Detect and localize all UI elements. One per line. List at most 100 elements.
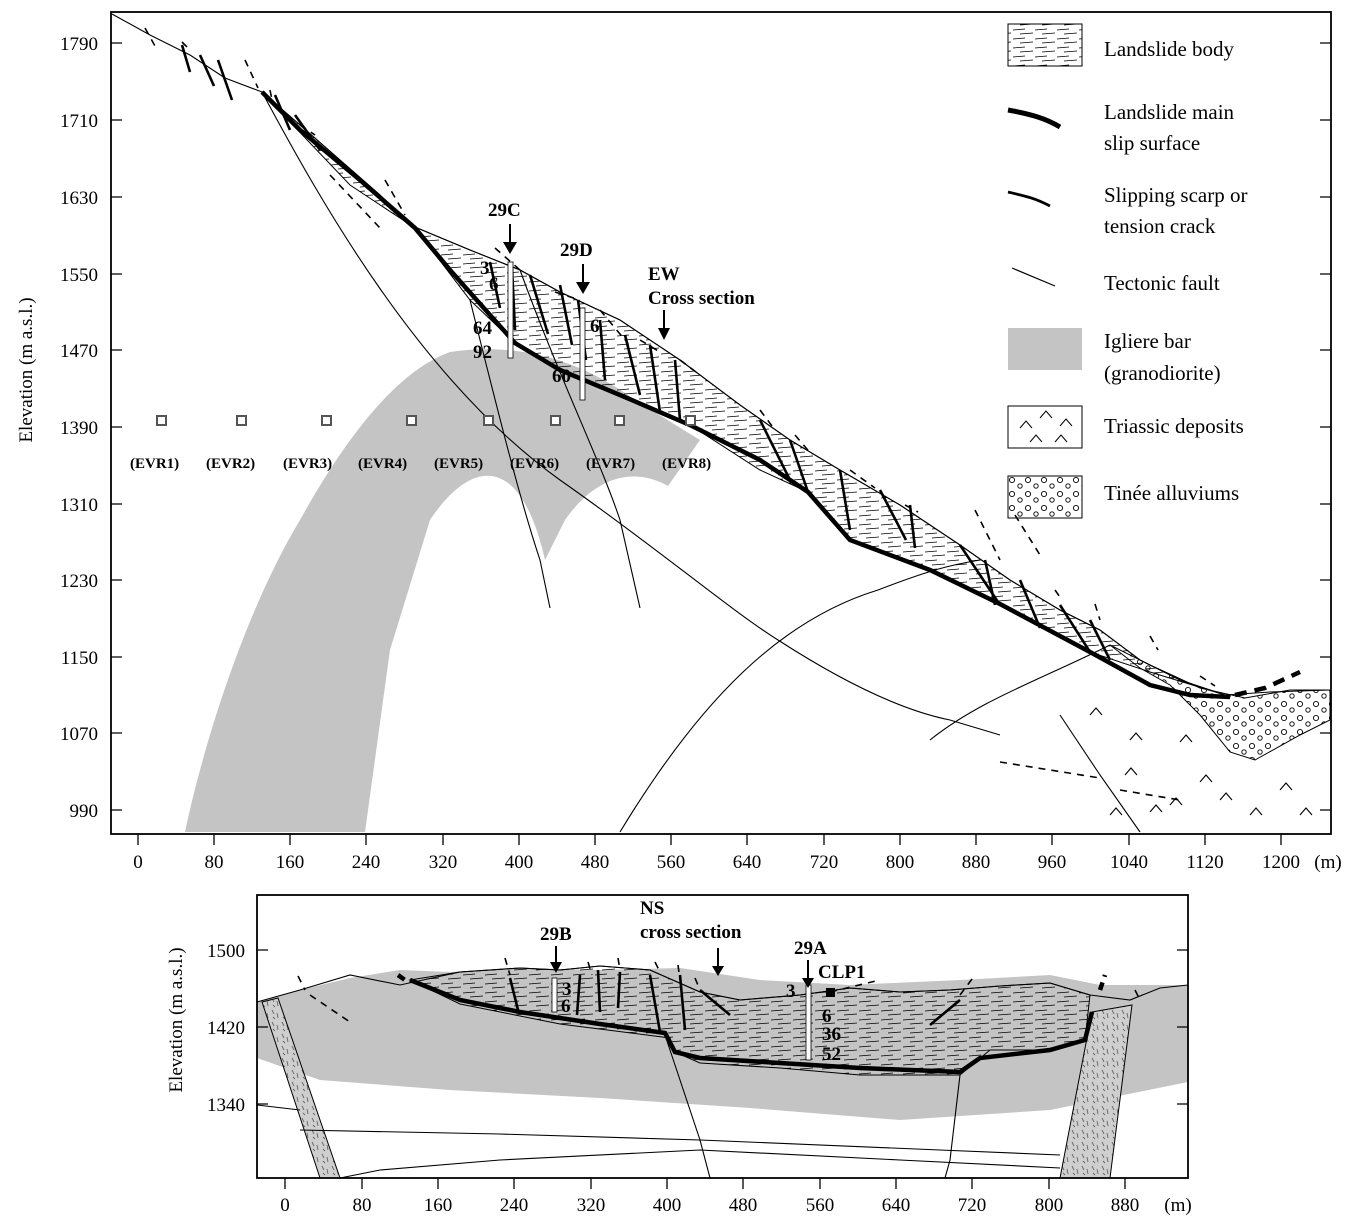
svg-text:64: 64 — [473, 318, 493, 339]
dashed-cracks-bottom — [297, 957, 1141, 1023]
y-tick-label: 1390 — [60, 418, 98, 439]
top-cross-section: 29C 3 6 64 92 29D 6 60 EW Cross section — [16, 11, 1342, 873]
x-tick-label: 880 — [1111, 1195, 1140, 1216]
evr-label: (EVR2) — [206, 456, 255, 472]
borehole-29C: 29C 3 6 64 92 — [473, 200, 521, 363]
dashed-cracks-top — [144, 27, 1216, 687]
legend-label: Landslide body — [1104, 37, 1235, 61]
evr-marker — [236, 415, 247, 426]
legend-swatch-landslide-body — [1007, 23, 1083, 67]
svg-text:29B: 29B — [540, 924, 572, 945]
topography-bottom — [256, 965, 1189, 1003]
svg-text:29A: 29A — [794, 938, 827, 959]
x-tick-label: 0 — [280, 1195, 290, 1216]
x-tick-label: 160 — [276, 852, 305, 873]
evr-points: (EVR1) (EVR2) (EVR3) (EVR4) (EVR5) (EVR6… — [130, 415, 711, 472]
x-tick-label: 240 — [500, 1195, 529, 1216]
x-tick-label: 400 — [653, 1195, 682, 1216]
y-tick-label: 1310 — [60, 495, 98, 516]
x-tick-label: 400 — [505, 852, 534, 873]
top-y-axis: 1790 1710 1630 1550 1470 1390 1310 1230 … — [16, 34, 1331, 822]
x-tick-label: 640 — [733, 852, 762, 873]
svg-text:6: 6 — [561, 996, 571, 1017]
tinee-alluviums-top — [1109, 644, 1331, 761]
x-tick-label: 960 — [1038, 852, 1067, 873]
x-unit-label: (m) — [1164, 1195, 1191, 1216]
scarps-top — [180, 44, 1112, 661]
station-marker — [826, 988, 835, 997]
evr-label: (EVR1) — [130, 456, 179, 472]
ew-cross-section-marker: EW Cross section — [648, 264, 755, 340]
legend-label: Igliere bar — [1104, 329, 1191, 353]
svg-text:36: 36 — [822, 1024, 841, 1045]
x-tick-label: 800 — [1035, 1195, 1064, 1216]
bottom-y-axis: 1500 1420 1340 Elevation (m a.s.l.) — [166, 941, 1188, 1116]
x-tick-label: 80 — [205, 852, 224, 873]
legend-label: slip surface — [1104, 131, 1200, 155]
evr-label: (EVR4) — [358, 456, 407, 472]
y-tick-label: 1550 — [60, 265, 98, 286]
x-tick-label: 1120 — [1186, 852, 1223, 873]
svg-text:3: 3 — [480, 258, 490, 279]
svg-text:3: 3 — [562, 979, 572, 1000]
legend-label: Slipping scarp or — [1104, 183, 1247, 207]
y-tick-label: 1150 — [61, 648, 98, 669]
svg-text:6: 6 — [590, 316, 600, 337]
svg-text:6: 6 — [822, 1006, 832, 1027]
y-tick-label: 1710 — [60, 111, 98, 132]
ns-cross-section-marker: NS cross section — [640, 898, 742, 976]
legend-label: Landslide main — [1104, 100, 1235, 124]
legend-swatch-slip-surface — [1007, 107, 1062, 130]
top-plot-frame — [110, 11, 1332, 835]
x-tick-label: 800 — [886, 852, 915, 873]
legend: Landslide body Landslide main slip surfa… — [1007, 23, 1247, 519]
x-tick-label: 160 — [424, 1195, 453, 1216]
y-tick-label: 1790 — [60, 34, 98, 55]
legend-swatch-igliere-bar — [1008, 328, 1082, 370]
x-tick-label: 640 — [882, 1195, 911, 1216]
evr-label: (EVR5) — [434, 456, 483, 472]
x-tick-label: 0 — [133, 852, 143, 873]
borehole-29B: 29B 3 6 — [540, 924, 572, 1017]
svg-text:29C: 29C — [488, 200, 521, 221]
x-tick-label: 880 — [962, 852, 991, 873]
igliere-bar-top — [185, 349, 700, 832]
x-tick-label: 320 — [577, 1195, 606, 1216]
evr-label: (EVR3) — [283, 456, 332, 472]
bottom-plot-frame — [256, 894, 1189, 1179]
svg-text:cross section: cross section — [640, 922, 742, 943]
legend-swatch-fault — [1011, 267, 1056, 287]
evr-marker — [550, 415, 561, 426]
svg-text:52: 52 — [822, 1044, 841, 1065]
faults-top — [261, 91, 1181, 833]
x-unit-label: (m) — [1314, 852, 1341, 873]
triassic-deposits-top — [1089, 707, 1313, 816]
x-tick-label: 240 — [352, 852, 381, 873]
y-tick-label: 1420 — [207, 1018, 245, 1039]
evr-marker — [156, 415, 167, 426]
legend-swatch-scarp — [1007, 190, 1051, 208]
x-tick-label: 1200 — [1262, 852, 1300, 873]
scarps-bottom — [508, 969, 961, 1033]
borehole-29A: 29A 3 6 36 52 — [786, 938, 841, 1065]
svg-text:NS: NS — [640, 898, 664, 919]
svg-text:EW: EW — [648, 264, 680, 285]
y-tick-label: 1500 — [207, 941, 245, 962]
evr-marker — [483, 415, 494, 426]
evr-marker — [685, 415, 696, 426]
legend-label: tension crack — [1104, 214, 1216, 238]
legend-label: (granodiorite) — [1104, 361, 1221, 385]
legend-swatch-tinee — [1007, 475, 1083, 519]
x-tick-label: 720 — [810, 852, 839, 873]
legend-label: Tectonic fault — [1104, 271, 1220, 295]
y-tick-label: 1470 — [60, 341, 98, 362]
svg-text:Cross section: Cross section — [648, 288, 755, 309]
legend-label: Tinée alluviums — [1104, 481, 1239, 505]
evr-marker — [321, 415, 332, 426]
x-tick-label: 560 — [657, 852, 686, 873]
svg-text:CLP1: CLP1 — [818, 962, 866, 983]
x-tick-label: 720 — [958, 1195, 987, 1216]
legend-label: Triassic deposits — [1104, 414, 1244, 438]
borehole-29D: 29D 6 60 — [552, 240, 600, 401]
